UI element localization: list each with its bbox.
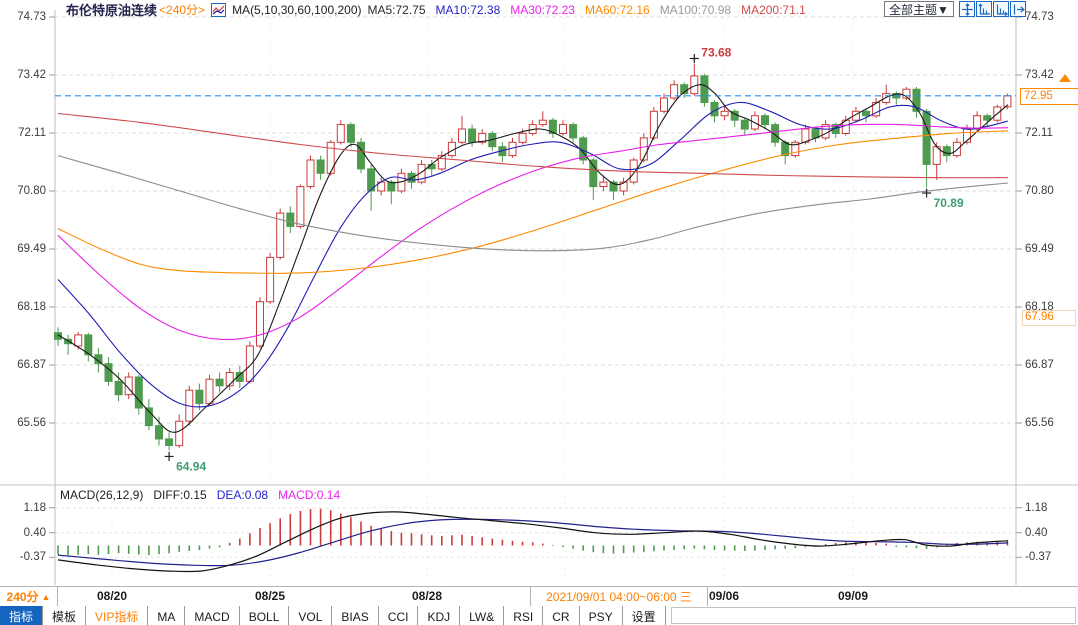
axis-tick-label: 73.42 (1025, 68, 1054, 81)
indicator-tab-PSY[interactable]: PSY (580, 606, 623, 625)
macd-readout: MACD(26,12,9) DIFF:0.15 DEA:0.08 MACD:0.… (60, 488, 340, 502)
svg-text:70.89: 70.89 (934, 196, 964, 210)
pan-crosshair-icon[interactable] (959, 1, 975, 17)
crosshair-datetime-label: 2021/09/01 04:00~06:00 三 (530, 587, 708, 606)
scale-horizontal-icon[interactable] (993, 1, 1009, 17)
indicator-tab-VOL[interactable]: VOL (289, 606, 333, 625)
ma-value-label: MA60:72.16 (584, 2, 650, 17)
indicator-tab-MACD[interactable]: MACD (185, 606, 240, 625)
axis-tick-label: -0.37 (19, 551, 46, 564)
indicator-tab-指标[interactable]: 指标 (0, 606, 44, 625)
price-axis-left: 74.73 73.42 72.11 70.80 69.49 68.18 66.87 65.56… (0, 0, 50, 585)
indicator-tab-BIAS[interactable]: BIAS (332, 606, 379, 625)
reference-price-marker: 67.96 (1022, 309, 1076, 326)
axis-tick-label: 0.40 (23, 526, 46, 539)
page-forward-icon[interactable] (1010, 1, 1026, 17)
chart-tool-icons (959, 1, 1026, 17)
ma-value-label: MA200:71.1 (741, 2, 806, 17)
ma-value-label: MA5:72.75 (367, 2, 426, 17)
ma-params-label: MA(5,10,30,60,100,200) (232, 2, 362, 17)
svg-text:64.94: 64.94 (176, 459, 206, 473)
ma-values: MA5:72.75 MA10:72.38 MA30:72.23 MA60:72.16 M… (367, 3, 805, 17)
period-cell[interactable]: 240分 ▲ (0, 587, 58, 606)
macd-dea-label: DEA:0.08 (216, 488, 269, 502)
date-tick-label: 08/25 (254, 589, 286, 603)
indicator-tab-MA[interactable]: MA (148, 606, 186, 625)
axis-tick-label: 72.11 (1025, 126, 1053, 139)
indicator-tab-RSI[interactable]: RSI (504, 606, 544, 625)
date-tick-label: 09/06 (708, 589, 740, 603)
axis-tick-label: 72.11 (18, 126, 46, 139)
indicator-tab-KDJ[interactable]: KDJ (418, 606, 461, 625)
period-tag: <240分> (159, 3, 206, 17)
scale-vertical-icon[interactable] (976, 1, 992, 17)
indicator-tab-CR[interactable]: CR (543, 606, 580, 625)
macd-macd-label: MACD:0.14 (278, 488, 341, 502)
axis-tick-label: 0.40 (1025, 526, 1048, 539)
axis-tick-label: 74.73 (1025, 11, 1054, 23)
indicator-tab-CCI[interactable]: CCI (379, 606, 419, 625)
kline-chart-icon[interactable] (211, 2, 227, 17)
svg-text:73.68: 73.68 (701, 45, 731, 59)
up-triangle-icon: ▲ (41, 591, 51, 602)
axis-tick-label: 74.73 (17, 11, 46, 23)
ma-value-label: MA10:72.38 (435, 2, 501, 17)
macd-params-label: MACD(26,12,9) (60, 488, 144, 502)
axis-tick-label: 66.87 (17, 358, 46, 371)
last-price-marker: 72.95 (1020, 87, 1078, 105)
theme-dropdown-button[interactable]: 全部主题▼ (884, 1, 954, 17)
axis-tick-label: -0.37 (1025, 551, 1052, 564)
axis-tick-label: 68.18 (17, 300, 46, 313)
instrument-title: 布伦特原油连续 (66, 3, 158, 18)
axis-tick-label: 70.80 (17, 184, 46, 197)
price-up-arrow-icon (1059, 73, 1071, 82)
axis-tick-label: 70.80 (1025, 184, 1054, 197)
ma-value-label: MA100:70.98 (659, 2, 732, 17)
date-tick-label: 09/09 (837, 589, 869, 603)
chart-header: 布伦特原油连续 <240分> MA(5,10,30,60,100,200) MA… (66, 1, 806, 18)
indicator-tab-LW&[interactable]: LW& (460, 606, 505, 625)
axis-tick-label: 1.18 (1025, 501, 1048, 514)
period-label: 240分 (6, 590, 39, 604)
axis-tick-label: 66.87 (1025, 358, 1054, 371)
axis-tick-label: 65.56 (1025, 416, 1054, 429)
axis-tick-label: 1.18 (23, 501, 46, 514)
axis-tick-label: 65.56 (17, 416, 46, 429)
date-tick-label: 08/20 (96, 589, 128, 603)
indicator-tab-模板[interactable]: 模板 (43, 606, 87, 625)
macd-diff-label: DIFF:0.15 (153, 488, 207, 502)
axis-tick-label: 69.49 (1025, 242, 1054, 255)
axis-tick-label: 69.49 (17, 242, 46, 255)
toolbar-spacer (670, 607, 1076, 624)
price-axis-right: 74.73 73.42 72.11 70.80 69.49 68.18 66.87 65.56… (1022, 0, 1078, 585)
indicator-toolbar: 指标 模板 VIP指标 MA MACD BOLL VOL BIAS CCI KDJ LW& RSI CR… (0, 606, 1078, 625)
axis-tick-label: 73.42 (17, 68, 46, 81)
indicator-tab-VIP指标[interactable]: VIP指标 (86, 606, 149, 625)
ma-value-label: MA30:72.23 (510, 2, 575, 17)
indicator-tab-设置[interactable]: 设置 (623, 606, 666, 625)
indicator-tab-BOLL[interactable]: BOLL (240, 606, 290, 625)
time-axis: 240分 ▲ 08/20 08/25 08/28 2021/09/01 04:00~0… (0, 586, 1078, 607)
date-tick-label: 08/28 (411, 589, 443, 603)
